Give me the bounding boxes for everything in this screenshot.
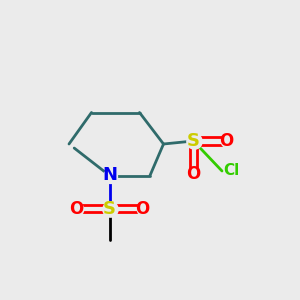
Text: S: S [103,200,116,217]
Text: N: N [102,167,117,184]
Text: S: S [187,132,200,150]
Text: O: O [69,200,84,217]
Text: O: O [219,132,234,150]
Text: Cl: Cl [224,163,240,178]
Text: O: O [135,200,150,217]
Text: O: O [186,165,201,183]
